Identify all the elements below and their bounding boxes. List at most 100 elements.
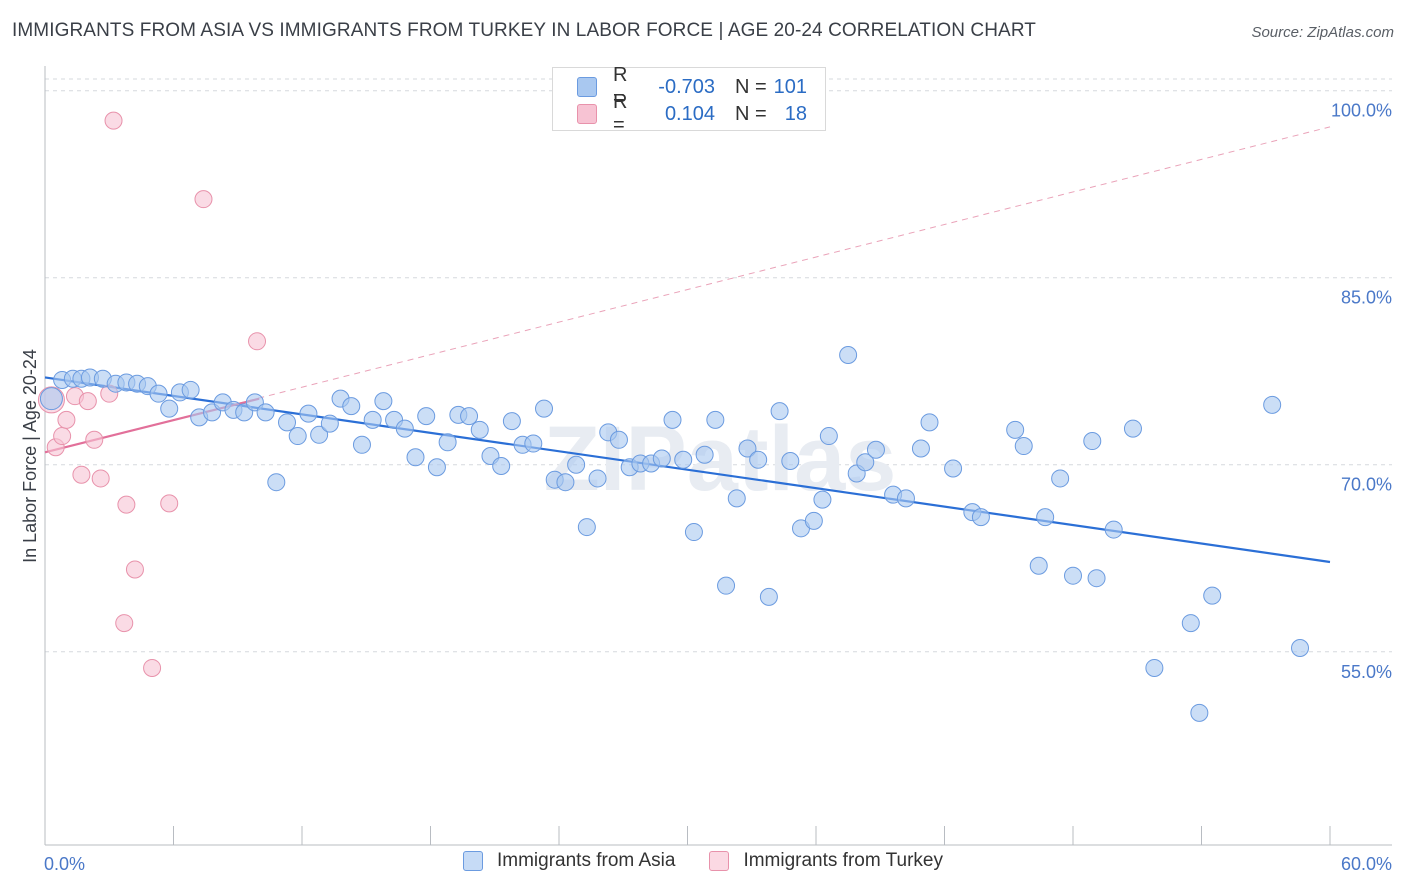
data-point-asia bbox=[1087, 569, 1106, 588]
data-point-asia bbox=[556, 473, 575, 492]
legend-row-asia: R = -0.703 N = 101 bbox=[577, 64, 807, 109]
data-point-asia bbox=[299, 404, 318, 423]
data-point-asia bbox=[577, 518, 596, 537]
y-tick-label: 100.0% bbox=[1331, 101, 1392, 121]
data-point-asia bbox=[1123, 419, 1142, 438]
data-point-asia bbox=[609, 430, 628, 449]
data-point-asia bbox=[819, 427, 838, 446]
x-tick-label: 0.0% bbox=[44, 854, 85, 874]
data-point-asia bbox=[278, 413, 297, 432]
data-point-asia bbox=[911, 439, 930, 458]
data-point-asia bbox=[839, 346, 858, 365]
data-point-asia bbox=[944, 459, 963, 478]
legend-swatch-turkey bbox=[577, 104, 597, 124]
data-point-asia bbox=[706, 410, 725, 429]
data-point-asia bbox=[588, 469, 607, 488]
data-point-asia bbox=[1145, 658, 1164, 677]
data-point-asia bbox=[363, 410, 382, 429]
data-point-asia bbox=[738, 439, 757, 458]
data-point-asia bbox=[674, 450, 693, 469]
points-asia bbox=[39, 346, 1310, 722]
data-point-asia bbox=[1083, 432, 1102, 451]
legend-r-label: R = bbox=[613, 64, 628, 109]
data-point-asia bbox=[695, 445, 714, 464]
data-point-asia bbox=[896, 489, 915, 508]
y-axis-title: In Labor Force | Age 20-24 bbox=[20, 349, 40, 563]
data-point-asia bbox=[663, 410, 682, 429]
series-legend-turkey[interactable]: Immigrants from Turkey bbox=[709, 850, 943, 872]
data-point-asia bbox=[727, 489, 746, 508]
data-point-asia bbox=[149, 384, 168, 403]
y-tick-label: 55.0% bbox=[1341, 662, 1392, 682]
data-point-asia bbox=[288, 427, 307, 446]
data-point-asia bbox=[856, 453, 875, 472]
data-point-asia bbox=[181, 380, 200, 399]
data-point-asia bbox=[971, 508, 990, 527]
source-credit: Source: ZipAtlas.com bbox=[1251, 24, 1394, 41]
axes bbox=[44, 66, 1392, 846]
data-point-asia bbox=[804, 511, 823, 530]
data-point-asia bbox=[1291, 639, 1310, 658]
data-point-asia bbox=[920, 413, 939, 432]
data-point-asia bbox=[395, 419, 414, 438]
data-point-turkey bbox=[78, 392, 97, 411]
data-point-turkey bbox=[53, 427, 72, 446]
series-swatch-turkey bbox=[709, 851, 730, 871]
data-point-asia bbox=[374, 392, 393, 411]
data-point-asia bbox=[492, 456, 511, 475]
legend-n-value-asia: 101 bbox=[773, 75, 807, 98]
data-point-asia bbox=[438, 433, 457, 452]
data-point-asia bbox=[1029, 556, 1048, 575]
chart-title: IMMIGRANTS FROM ASIA VS IMMIGRANTS FROM … bbox=[12, 20, 1037, 41]
data-point-asia bbox=[781, 451, 800, 470]
data-point-asia bbox=[267, 473, 286, 492]
series-swatch-asia bbox=[463, 851, 483, 871]
y-tick-label: 85.0% bbox=[1341, 288, 1392, 308]
data-point-asia bbox=[717, 576, 736, 595]
data-point-asia bbox=[1006, 420, 1025, 439]
legend-row-turkey: R = 0.104 N = 18 bbox=[577, 91, 807, 136]
data-point-asia bbox=[1203, 586, 1222, 605]
data-point-asia bbox=[256, 403, 275, 422]
legend-swatch-asia bbox=[577, 77, 597, 97]
legend-r-value-asia: -0.703 bbox=[658, 75, 715, 98]
data-point-asia bbox=[406, 448, 425, 467]
data-point-asia bbox=[1190, 703, 1209, 722]
data-point-asia bbox=[470, 420, 489, 439]
data-point-asia bbox=[417, 407, 436, 426]
data-point-asia bbox=[749, 450, 768, 469]
series-label-turkey: Immigrants from Turkey bbox=[743, 850, 943, 871]
data-point-asia bbox=[460, 407, 479, 426]
data-point-asia bbox=[524, 434, 543, 453]
data-point-asia bbox=[39, 387, 63, 411]
data-point-asia bbox=[1051, 469, 1070, 488]
data-point-asia bbox=[652, 449, 671, 468]
data-point-asia bbox=[1104, 520, 1123, 539]
data-point-asia bbox=[1064, 566, 1082, 585]
data-point-asia bbox=[1263, 395, 1282, 414]
legend-n-label: N = bbox=[735, 75, 767, 98]
data-point-asia bbox=[759, 587, 778, 606]
data-point-turkey bbox=[160, 494, 179, 513]
correlation-legend: R = -0.703 N = 101 R = 0.104 N = 18 bbox=[552, 64, 826, 136]
series-legend-asia[interactable]: Immigrants from Asia bbox=[463, 850, 675, 872]
legend-n-label: N = bbox=[735, 102, 767, 125]
data-point-asia bbox=[567, 455, 586, 474]
data-point-asia bbox=[502, 412, 521, 431]
series-legend: Immigrants from Asia Immigrants from Tur… bbox=[0, 850, 1406, 872]
data-point-asia bbox=[310, 425, 329, 444]
data-point-turkey bbox=[125, 560, 144, 579]
data-point-asia bbox=[684, 523, 703, 542]
data-point-turkey bbox=[117, 495, 136, 514]
data-point-asia bbox=[1181, 614, 1200, 633]
data-point-turkey bbox=[72, 465, 91, 484]
series-label-asia: Immigrants from Asia bbox=[497, 850, 676, 871]
data-point-asia bbox=[342, 397, 361, 416]
data-point-asia bbox=[866, 440, 885, 459]
legend-r-value-turkey: 0.104 bbox=[664, 102, 715, 125]
data-point-turkey bbox=[248, 332, 267, 351]
data-point-asia bbox=[1036, 508, 1055, 527]
data-point-asia bbox=[1014, 437, 1033, 456]
grid-lines bbox=[45, 78, 1392, 653]
legend-n-value-turkey: 18 bbox=[784, 102, 807, 125]
